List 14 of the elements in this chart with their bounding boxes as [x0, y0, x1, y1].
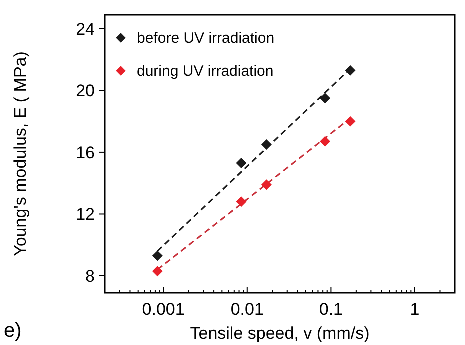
- legend-label: during UV irradiation: [137, 63, 274, 80]
- legend-label: before UV irradiation: [137, 30, 275, 47]
- x-tick-label: 1: [410, 300, 420, 319]
- x-axis-title: Tensile speed, v (mm/s): [190, 324, 370, 343]
- y-tick-label: 12: [76, 205, 95, 224]
- y-tick-label: 20: [76, 82, 95, 101]
- x-tick-label: 0.1: [319, 300, 344, 319]
- y-tick-label: 8: [86, 267, 95, 286]
- y-axis-title: Young's modulus, E ( MPa): [11, 52, 30, 256]
- y-tick-label: 24: [76, 20, 95, 39]
- text: e): [4, 320, 22, 342]
- x-tick-label: 0.01: [230, 300, 264, 319]
- y-tick-label: 16: [76, 143, 95, 162]
- x-tick-label: 0.001: [142, 300, 185, 319]
